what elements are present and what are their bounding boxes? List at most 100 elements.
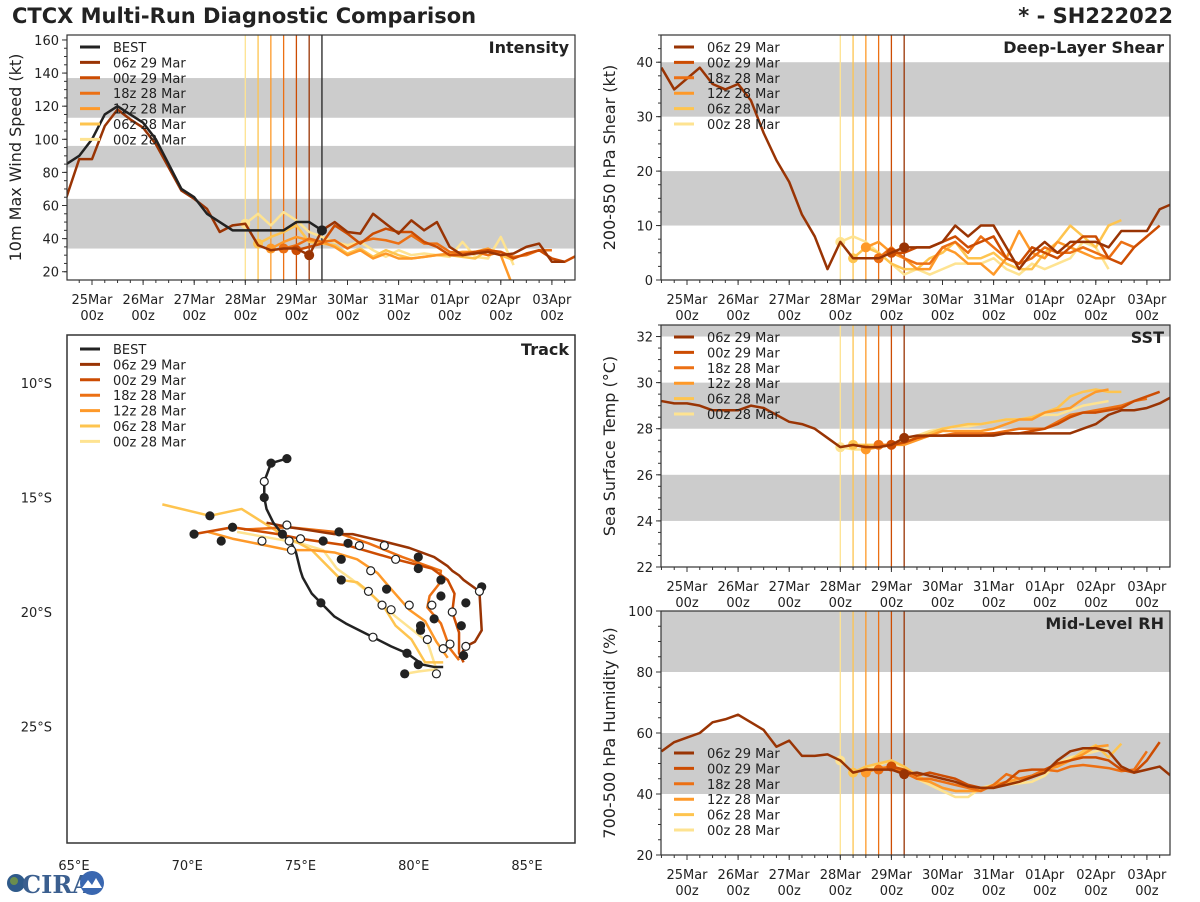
x-tick-label-hour: 00z [982, 884, 1006, 899]
x-tick-label-date: 01Apr [430, 293, 470, 308]
track-position-marker [368, 632, 378, 642]
y-tick-label: 26 [636, 469, 653, 484]
track-position-marker [386, 605, 396, 615]
track-position-marker [429, 614, 439, 624]
track-panel: 65°E 70°E 75°E 80°E 85°E 10°S 15°S 20°S 25°S Trac… [21, 334, 576, 874]
lat-tick-label: 10°S [21, 377, 52, 392]
best-last-marker [316, 225, 327, 236]
x-tick-label-date: 03Apr [1127, 580, 1167, 595]
threshold-band [67, 78, 575, 118]
track-position-marker [422, 634, 432, 645]
track-line-06z-28-mar [162, 503, 444, 664]
track-position-marker [474, 586, 485, 596]
x-tick-label-hour: 00z [880, 884, 904, 899]
lon-tick-label: 80°E [398, 859, 429, 874]
mountain-shape [82, 878, 102, 888]
x-tick-label-date: 26Mar [718, 580, 760, 595]
x-tick-label-date: 26Mar [718, 868, 760, 883]
x-tick-label-date: 02Apr [481, 293, 521, 308]
legend-label: 06z 28 Mar [113, 420, 186, 435]
track-position-marker [257, 536, 267, 546]
init-point-marker [899, 242, 910, 253]
series-line-06z-29-mar [67, 108, 565, 264]
x-tick-label-hour: 00z [726, 309, 750, 324]
x-tick-label-date: 02Apr [1076, 868, 1116, 883]
legend-label: 12z 28 Mar [113, 405, 186, 420]
y-tick-label: 24 [636, 515, 653, 530]
y-axis-label: 200-850 hPa Shear (kt) [600, 65, 619, 251]
x-tick-label-hour: 00z [880, 596, 904, 611]
legend-label: 00z 29 Mar [707, 56, 780, 71]
track-position-marker [404, 600, 414, 610]
init-point-marker [304, 250, 315, 261]
x-tick-label-date: 25Mar [666, 293, 708, 308]
track-position-marker [447, 607, 457, 617]
y-tick-label: 160 [34, 34, 59, 49]
figure-title: CTCX Multi-Run Diagnostic Comparison [12, 4, 477, 28]
plot-frame [66, 34, 576, 281]
series-line-06z-29-mar [661, 713, 1170, 790]
x-tick-label-hour: 00z [982, 596, 1006, 611]
y-tick-label: 40 [636, 788, 653, 803]
track-position-marker [282, 453, 292, 464]
x-tick-label-hour: 00z [80, 309, 104, 324]
x-tick-label-hour: 00z [1135, 309, 1159, 324]
x-tick-label-hour: 00z [829, 884, 853, 899]
lat-tick-label: 15°S [21, 492, 52, 507]
map-area [162, 453, 487, 679]
x-tick-label-date: 29Mar [871, 580, 913, 595]
threshold-band [661, 325, 1170, 337]
y-tick-label: 10 [636, 220, 653, 235]
x-tick-label-hour: 00z [829, 309, 853, 324]
series-line-00z-29-mar [296, 224, 575, 264]
x-tick-label-date: 26Mar [718, 293, 760, 308]
x-tick-label-hour: 00z [438, 309, 462, 324]
x-tick-label-date: 03Apr [532, 293, 572, 308]
plot-area [67, 35, 575, 280]
track-position-marker [413, 660, 423, 670]
x-tick-label-hour: 00z [131, 309, 155, 324]
x-tick-label-date: 28Mar [820, 868, 862, 883]
intensity-panel: 2040608010012014016025Mar00z26Mar00z27Ma… [6, 34, 576, 324]
x-tick-label-date: 29Mar [871, 868, 913, 883]
x-tick-label-date: 31Mar [378, 293, 420, 308]
track-position-marker [316, 598, 326, 608]
legend-label: 00z 28 Mar [707, 118, 780, 133]
track-position-marker [400, 669, 410, 679]
x-tick-label-hour: 00z [540, 309, 564, 324]
x-tick-label-hour: 00z [778, 596, 802, 611]
x-tick-label-date: 01Apr [1025, 580, 1065, 595]
init-point-marker [899, 769, 910, 780]
x-tick-label-hour: 00z [931, 309, 955, 324]
panel-title: Track [521, 340, 569, 359]
legend-label: 00z 29 Mar [113, 374, 186, 389]
legend-label: 18z 28 Mar [707, 72, 780, 87]
x-tick-label-hour: 00z [183, 309, 207, 324]
track-position-marker [343, 538, 353, 548]
x-tick-label-hour: 00z [880, 309, 904, 324]
track-position-marker [282, 520, 292, 530]
track-position-marker [336, 554, 346, 564]
x-tick-label-hour: 00z [1084, 596, 1108, 611]
x-tick-label-date: 03Apr [1127, 868, 1167, 883]
track-position-marker [189, 529, 199, 539]
x-tick-label-hour: 00z [675, 596, 699, 611]
y-tick-label: 30 [636, 377, 653, 392]
legend-label: 00z 28 Mar [707, 824, 780, 839]
x-tick-label-date: 25Mar [666, 580, 708, 595]
y-tick-label: 28 [636, 423, 653, 438]
legend-label: 00z 28 Mar [113, 133, 186, 148]
track-position-marker [427, 600, 437, 610]
x-tick-label-hour: 00z [1033, 596, 1057, 611]
x-tick-label-hour: 00z [1084, 884, 1108, 899]
cloud-mountain-icon [80, 871, 104, 895]
x-tick-label-date: 30Mar [922, 868, 964, 883]
legend-label: 12z 28 Mar [707, 377, 780, 392]
x-tick-label-hour: 00z [285, 309, 309, 324]
track-position-marker [205, 511, 215, 521]
y-tick-label: 60 [636, 727, 653, 742]
y-axis-label: 700-500 hPa Humidity (%) [600, 627, 619, 838]
y-tick-label: 40 [42, 233, 59, 248]
track-line-12z-28-mar [207, 530, 449, 659]
